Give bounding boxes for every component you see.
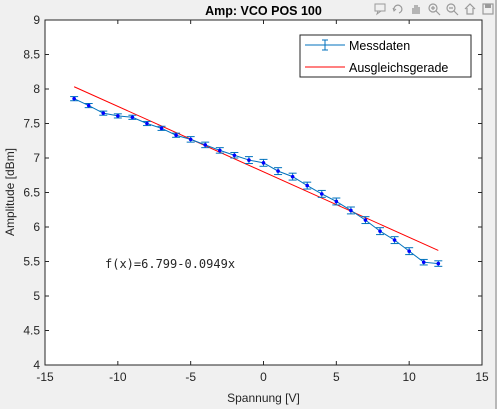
data-tips-icon[interactable] <box>373 2 387 16</box>
y-tick-labels: 4 4.5 5 5.5 6 6.5 7 7.5 8 8.5 9 <box>23 13 40 372</box>
y-tick-label: 6.5 <box>23 186 40 200</box>
fit-line-group <box>73 86 439 251</box>
y-tick-label: 7 <box>33 151 40 165</box>
axis-ticks <box>44 19 483 366</box>
x-tick-label: 0 <box>260 370 267 384</box>
x-tick-labels: -15 -10 -5 0 5 10 15 <box>36 370 489 384</box>
data-point <box>349 208 353 213</box>
x-tick-label: 5 <box>333 370 340 384</box>
data-point <box>72 96 76 101</box>
errorbar-series <box>70 96 443 267</box>
y-tick-label: 9 <box>33 13 40 27</box>
data-point <box>232 153 237 158</box>
data-point <box>276 169 280 173</box>
legend[interactable]: Messdaten Ausgleichsgerade <box>299 34 472 78</box>
data-point <box>290 174 295 179</box>
data-point <box>174 133 178 138</box>
data-point <box>145 121 149 126</box>
legend-label-messdaten: Messdaten <box>349 39 410 53</box>
data-point <box>363 218 368 222</box>
data-point <box>334 199 339 204</box>
legend-entry-messdaten: Messdaten <box>305 39 410 53</box>
y-tick-label: 8.5 <box>23 48 40 62</box>
data-point <box>218 148 222 153</box>
data-point <box>319 192 324 196</box>
save-icon[interactable] <box>481 2 495 16</box>
data-point <box>101 111 106 115</box>
fit-line <box>73 86 439 251</box>
data-point <box>203 143 208 147</box>
y-tick-label: 5 <box>33 289 40 303</box>
x-tick-label: -10 <box>109 370 127 384</box>
zoom-out-icon[interactable] <box>445 2 459 16</box>
y-tick-label: 5.5 <box>23 255 40 269</box>
data-point <box>247 158 251 162</box>
data-point <box>305 183 310 188</box>
data-point <box>392 238 397 242</box>
zoom-in-icon[interactable] <box>427 2 441 16</box>
y-axis-label: Amplitude [dBm] <box>3 148 17 236</box>
data-point <box>188 137 193 142</box>
legend-box <box>299 34 472 78</box>
y-tick-label: 4 <box>33 358 40 372</box>
data-point <box>407 249 411 253</box>
restore-view-icon[interactable] <box>463 2 477 16</box>
y-tick-label: 8 <box>33 82 40 96</box>
rotate-3d-icon[interactable] <box>391 2 405 16</box>
data-point <box>130 115 135 120</box>
y-tick-label: 7.5 <box>23 117 40 131</box>
data-point <box>159 126 164 131</box>
data-point <box>436 261 441 266</box>
data-point <box>378 229 382 233</box>
legend-label-ausgleichsgerade: Ausgleichsgerade <box>349 61 448 75</box>
data-connecting-line <box>73 98 439 265</box>
x-tick-label: -15 <box>36 370 54 384</box>
x-tick-label: 15 <box>475 370 489 384</box>
fit-equation-annotation: f(x)=6.799-0.0949x <box>105 257 235 271</box>
data-point <box>261 161 266 165</box>
x-axis-label: Spannung [V] <box>227 391 300 405</box>
data-point <box>116 114 120 118</box>
y-tick-label: 6 <box>33 220 40 234</box>
data-point <box>86 103 91 108</box>
chart-title: Amp: VCO POS 100 <box>205 4 322 18</box>
y-tick-label: 4.5 <box>23 324 40 338</box>
window-edge <box>495 0 497 409</box>
x-tick-label: -5 <box>185 370 196 384</box>
legend-entry-ausgleichsgerade: Ausgleichsgerade <box>305 61 448 75</box>
pan-icon[interactable] <box>409 2 423 16</box>
data-point <box>421 260 426 264</box>
x-tick-label: 10 <box>402 370 416 384</box>
